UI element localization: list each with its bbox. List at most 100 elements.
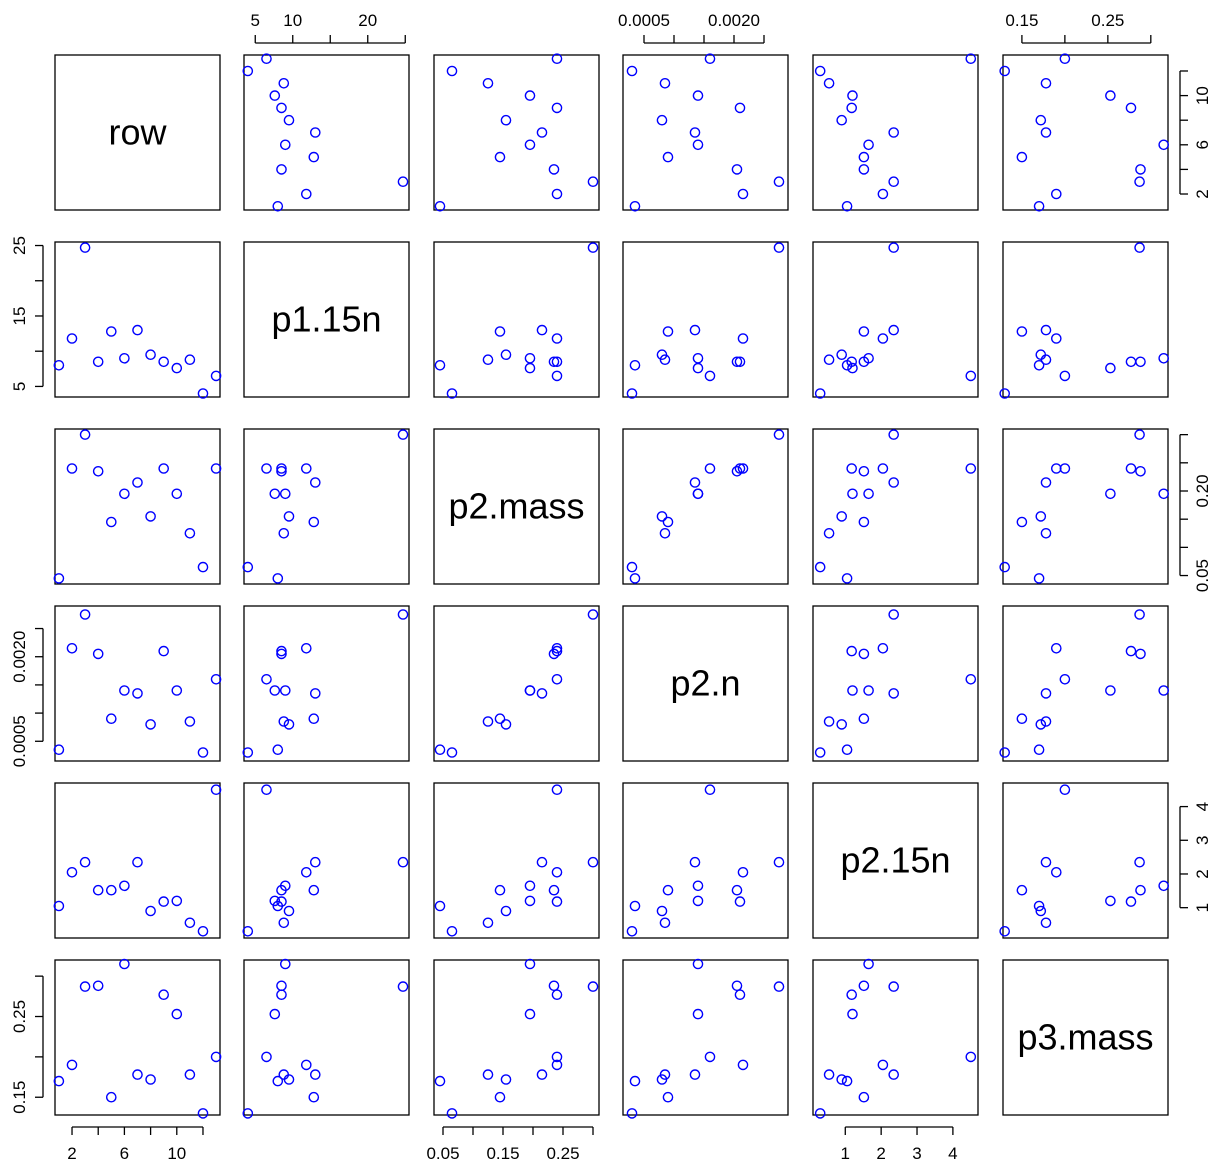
point-row-vs-p1-15n-3 bbox=[397, 176, 409, 187]
point-p2-mass-vs-p2-15n-9 bbox=[846, 463, 858, 474]
panel-frame-p1-15n-vs-p3-mass bbox=[1002, 241, 1169, 398]
point-p2-15n-vs-p3-mass-13 bbox=[1059, 784, 1071, 796]
point-p3-mass-vs-p1-15n-11 bbox=[278, 1069, 290, 1080]
point-p3-mass-vs-row-5 bbox=[106, 1091, 117, 1103]
point-row-vs-p1-15n-13 bbox=[261, 53, 272, 65]
point-p3-mass-vs-p2-15n-8 bbox=[836, 1074, 848, 1085]
point-p2-15n-vs-row-3 bbox=[79, 856, 91, 868]
point-p1-15n-vs-p2-15n-3 bbox=[888, 242, 900, 253]
point-p2-n-vs-row-12 bbox=[197, 747, 209, 758]
point-p2-mass-vs-row-10 bbox=[171, 488, 183, 500]
point-p2-15n-vs-p3-mass-12 bbox=[999, 926, 1011, 937]
point-p1-15n-vs-row-3 bbox=[79, 242, 91, 253]
point-p1-15n-vs-p2-15n-7 bbox=[888, 324, 900, 336]
point-p2-n-vs-p3-mass-6 bbox=[1158, 685, 1169, 696]
point-p2-n-vs-p2-15n-3 bbox=[888, 609, 900, 620]
point-row-vs-p2-n-4 bbox=[731, 164, 743, 175]
point-p2-mass-vs-p2-15n-10 bbox=[847, 488, 858, 500]
panel-frame-p2-n-vs-p2-n bbox=[622, 605, 789, 762]
point-row-vs-p2-mass-13 bbox=[551, 53, 563, 65]
point-p3-mass-vs-p2-15n-2 bbox=[877, 1059, 889, 1071]
panel-frame-p2-mass-vs-p2-n bbox=[622, 428, 789, 585]
point-p2-n-vs-row-2 bbox=[66, 643, 78, 654]
axes: 2 6 10 5 10 20 0.05 0.15 0.25 0.0005 0.0020 1 2 3 4 0.1… bbox=[10, 11, 1212, 1163]
point-p3-mass-vs-p2-mass-5 bbox=[494, 1091, 506, 1103]
point-p2-n-vs-p3-mass-8 bbox=[1035, 719, 1047, 730]
point-p3-mass-vs-p2-n-5 bbox=[662, 1091, 674, 1103]
point-p2-n-vs-p2-15n-8 bbox=[836, 719, 848, 730]
point-p2-n-vs-p1-15n-7 bbox=[309, 688, 321, 699]
point-p2-15n-vs-p3-mass-6 bbox=[1158, 880, 1169, 892]
point-p2-mass-vs-p1-15n-13 bbox=[261, 463, 272, 474]
point-row-vs-p3-mass-2 bbox=[1051, 188, 1062, 200]
variable-label-row: row bbox=[108, 112, 167, 153]
point-row-vs-p1-15n-10 bbox=[269, 90, 281, 101]
point-p1-15n-vs-row-2 bbox=[66, 333, 78, 344]
point-p2-mass-vs-p2-n-5 bbox=[662, 516, 674, 528]
point-row-vs-p2-n-12 bbox=[626, 65, 638, 77]
tick-label-right-row-0: 2 bbox=[1193, 189, 1212, 198]
point-p3-mass-vs-p1-15n-4 bbox=[276, 980, 287, 992]
point-p2-n-vs-p1-15n-4 bbox=[276, 648, 287, 660]
point-p2-n-vs-p3-mass-5 bbox=[1016, 713, 1028, 725]
point-row-vs-p2-15n-8 bbox=[836, 114, 848, 126]
point-p2-15n-vs-row-12 bbox=[197, 926, 209, 937]
point-row-vs-p2-mass-9 bbox=[551, 102, 563, 114]
point-p3-mass-vs-p2-mass-1 bbox=[434, 1075, 446, 1087]
point-p2-n-vs-row-3 bbox=[79, 609, 91, 620]
point-p2-15n-vs-p1-15n-6 bbox=[279, 880, 291, 892]
point-p2-n-vs-p2-15n-1 bbox=[841, 744, 853, 756]
point-p3-mass-vs-p2-n-4 bbox=[731, 980, 743, 992]
point-p3-mass-vs-p2-mass-4 bbox=[548, 980, 560, 992]
point-p2-n-vs-p2-15n-12 bbox=[814, 747, 826, 758]
point-row-vs-p1-15n-11 bbox=[278, 78, 290, 89]
point-p2-15n-vs-row-2 bbox=[66, 867, 78, 878]
point-p2-n-vs-p2-15n-4 bbox=[858, 648, 870, 660]
point-p2-n-vs-row-11 bbox=[184, 716, 196, 727]
point-p2-15n-vs-row-13 bbox=[210, 784, 222, 796]
point-p2-mass-vs-p2-15n-1 bbox=[841, 573, 853, 584]
point-p2-n-vs-p2-15n-2 bbox=[877, 643, 889, 654]
point-p2-n-vs-p1-15n-11 bbox=[278, 716, 290, 727]
point-row-vs-p2-n-5 bbox=[662, 151, 674, 163]
point-p2-n-vs-p1-15n-9 bbox=[276, 645, 287, 657]
point-p2-15n-vs-p2-n-2 bbox=[737, 867, 749, 878]
tick-label-top-p3-mass-1: 0.25 bbox=[1091, 11, 1124, 30]
point-p2-n-vs-p3-mass-10 bbox=[1105, 685, 1116, 696]
tick-label-left-p1-15n-0: 5 bbox=[10, 382, 29, 391]
point-row-vs-p2-15n-2 bbox=[877, 188, 889, 200]
point-p2-n-vs-p2-mass-5 bbox=[494, 713, 506, 725]
point-p3-mass-vs-p1-15n-6 bbox=[279, 958, 291, 970]
point-p2-n-vs-p1-15n-1 bbox=[272, 744, 284, 756]
point-p1-15n-vs-p2-n-10 bbox=[692, 362, 704, 374]
point-p3-mass-vs-p2-mass-12 bbox=[446, 1108, 458, 1119]
point-p3-mass-vs-p2-n-10 bbox=[692, 1008, 704, 1020]
tick-label-right-p2-15n-1: 2 bbox=[1193, 869, 1212, 878]
point-p2-mass-vs-row-4 bbox=[92, 465, 104, 477]
point-p3-mass-vs-p1-15n-12 bbox=[242, 1108, 254, 1119]
point-p1-15n-vs-row-8 bbox=[145, 349, 156, 361]
point-p2-mass-vs-p3-mass-8 bbox=[1035, 511, 1047, 522]
point-p3-mass-vs-p2-15n-5 bbox=[858, 1091, 870, 1103]
point-p3-mass-vs-p2-mass-7 bbox=[536, 1069, 548, 1080]
point-p1-15n-vs-p2-15n-12 bbox=[814, 388, 826, 399]
point-p2-mass-vs-p2-n-4 bbox=[731, 465, 743, 477]
panel-frame-row-vs-p2-mass bbox=[433, 54, 600, 211]
point-p2-n-vs-row-6 bbox=[119, 685, 130, 696]
point-p2-mass-vs-row-8 bbox=[145, 511, 156, 522]
point-p3-mass-vs-p2-n-6 bbox=[692, 958, 704, 970]
point-row-vs-p2-mass-12 bbox=[446, 65, 458, 77]
point-p3-mass-vs-p2-mass-10 bbox=[524, 1008, 536, 1020]
point-p2-mass-vs-p3-mass-9 bbox=[1125, 463, 1137, 474]
point-p1-15n-vs-p3-mass-8 bbox=[1035, 349, 1047, 361]
point-p2-n-vs-p2-15n-11 bbox=[823, 716, 835, 727]
tick-label-right-p2-mass-0: 0.05 bbox=[1193, 559, 1212, 592]
tick-label-left-p3-mass-1: 0.25 bbox=[10, 1000, 29, 1033]
panel-frame-p2-mass-vs-row bbox=[54, 428, 221, 585]
point-p2-15n-vs-p1-15n-8 bbox=[283, 905, 295, 917]
point-p2-15n-vs-p2-n-3 bbox=[773, 856, 785, 868]
panel-frame-p1-15n-vs-p2-15n bbox=[812, 241, 979, 398]
point-p3-mass-vs-p2-15n-6 bbox=[863, 958, 874, 970]
point-p1-15n-vs-p2-n-7 bbox=[689, 324, 701, 336]
point-row-vs-p2-n-9 bbox=[734, 102, 746, 114]
